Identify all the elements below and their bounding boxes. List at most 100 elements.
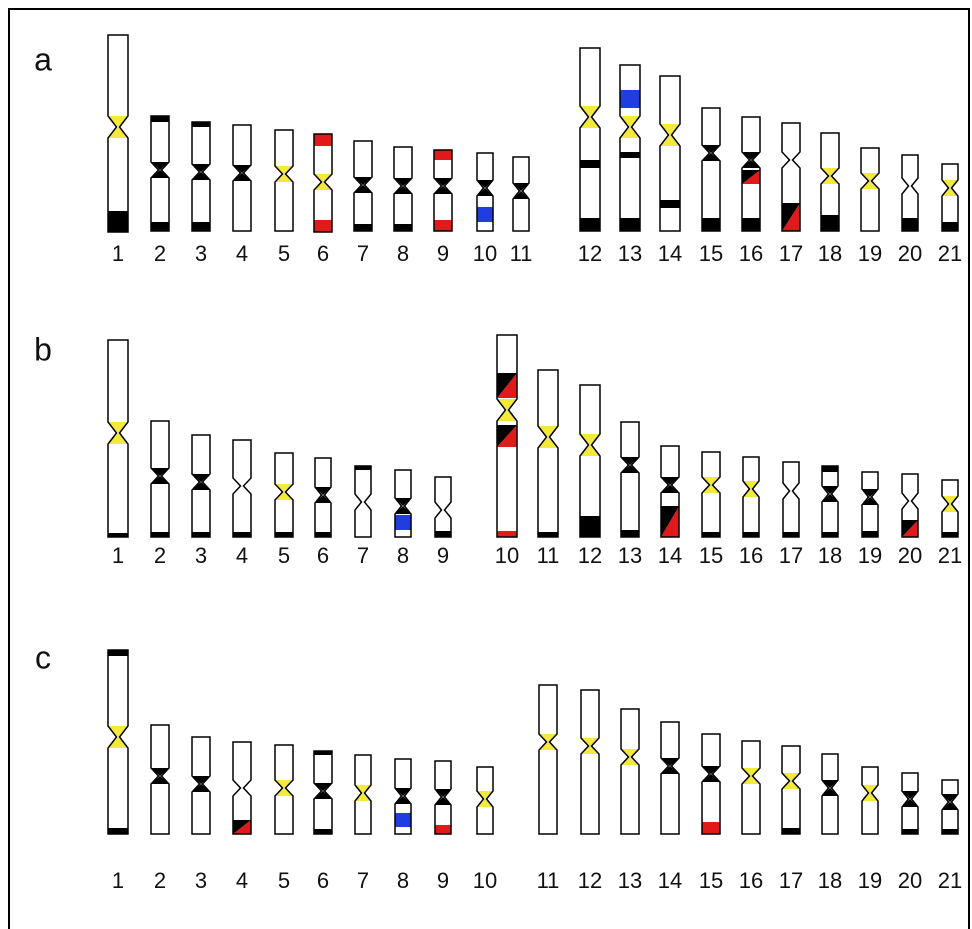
band (477, 207, 493, 222)
chromosome-number: 8 (397, 868, 409, 893)
chromosome-number: 5 (278, 543, 290, 568)
band (354, 224, 372, 231)
panel-label: a (34, 41, 52, 77)
band (435, 825, 451, 834)
band (394, 224, 412, 231)
chromosome-number: 6 (317, 868, 329, 893)
chromosome-number: 6 (317, 543, 329, 568)
panel-label: b (34, 331, 52, 367)
band (862, 531, 878, 537)
chromosome-number: 10 (495, 543, 519, 568)
chromosome-number: 14 (658, 868, 682, 893)
chromosome-number: 7 (357, 543, 369, 568)
band (620, 218, 640, 231)
chromosome-number: 10 (473, 868, 497, 893)
chromosome-number: 7 (357, 241, 369, 266)
chromosome-number: 11 (537, 543, 560, 568)
band (192, 222, 210, 231)
chromosome-number: 3 (195, 241, 207, 266)
chromosome-number: 2 (154, 241, 166, 266)
band (660, 200, 680, 208)
chromosome-number: 9 (437, 868, 449, 893)
band (108, 828, 128, 834)
chromosome-number: 9 (437, 543, 449, 568)
chromosome-number: 11 (510, 241, 533, 266)
chromosome-number: 19 (858, 868, 882, 893)
chromosome-number: 1 (112, 241, 124, 266)
chromosome-number: 12 (578, 241, 602, 266)
chromosome-number: 18 (818, 543, 842, 568)
chromosome-number: 3 (195, 543, 207, 568)
chromosome-number: 13 (618, 868, 642, 893)
band (395, 515, 411, 530)
chromosome-number: 8 (397, 543, 409, 568)
chromosome-number: 14 (658, 543, 682, 568)
band (902, 218, 918, 231)
chromosome-number: 10 (473, 241, 497, 266)
chromosome-number: 3 (195, 868, 207, 893)
band (620, 90, 640, 108)
chromosome-number: 9 (437, 241, 449, 266)
chromosome-number: 4 (236, 241, 248, 266)
band (580, 218, 600, 231)
chromosome-number: 20 (898, 543, 922, 568)
chromosome-number: 11 (537, 868, 560, 893)
chromosome-number: 1 (112, 868, 124, 893)
band (434, 220, 452, 231)
chromosome-number: 15 (699, 241, 723, 266)
band (314, 220, 332, 232)
chromosome-number: 21 (938, 241, 962, 266)
band (621, 530, 639, 537)
band (108, 650, 128, 656)
band (435, 531, 451, 537)
figure: a123456789101112131415161718192021b12345… (0, 0, 972, 929)
chromosome-number: 20 (898, 868, 922, 893)
chromosome-number: 5 (278, 241, 290, 266)
chromosome-number: 4 (236, 543, 248, 568)
chromosome-number: 21 (938, 868, 962, 893)
chromosome-number: 14 (658, 241, 682, 266)
chromosome-number: 19 (858, 241, 882, 266)
chromosome-number: 2 (154, 543, 166, 568)
band (395, 813, 411, 827)
band (620, 152, 640, 158)
band (151, 116, 169, 122)
band (702, 218, 720, 231)
band (314, 134, 332, 146)
band (782, 828, 800, 834)
band (821, 215, 839, 231)
chromosome-number: 16 (739, 543, 763, 568)
band (108, 211, 128, 232)
chromosome-number: 13 (618, 241, 642, 266)
chromosome-number: 16 (739, 868, 763, 893)
band (497, 531, 517, 537)
chromosome-number: 15 (699, 543, 723, 568)
band (434, 150, 452, 160)
chromosome-number: 2 (154, 868, 166, 893)
panel-label: c (35, 639, 51, 675)
chromosome-number: 17 (779, 868, 803, 893)
chromosome-number: 7 (357, 868, 369, 893)
chromosome-number: 17 (779, 241, 803, 266)
chromosome-number: 18 (818, 868, 842, 893)
band (580, 516, 600, 537)
band (822, 466, 838, 472)
chromosome-number: 4 (236, 868, 248, 893)
chromosome-number: 18 (818, 241, 842, 266)
chromosome-number: 1 (112, 543, 124, 568)
chromosome-number: 13 (618, 543, 642, 568)
band (702, 822, 720, 834)
chromosome-number: 16 (739, 241, 763, 266)
chromosome-number: 12 (578, 543, 602, 568)
chromosome-number: 12 (578, 868, 602, 893)
chromosome-number: 6 (317, 241, 329, 266)
chromosome-number: 20 (898, 241, 922, 266)
chromosome-number: 5 (278, 868, 290, 893)
band (742, 218, 760, 231)
chromosome-number: 8 (397, 241, 409, 266)
chromosome-number: 19 (858, 543, 882, 568)
chromosome-number: 17 (779, 543, 803, 568)
band (580, 160, 600, 168)
chromosome-number: 15 (699, 868, 723, 893)
band (151, 222, 169, 231)
